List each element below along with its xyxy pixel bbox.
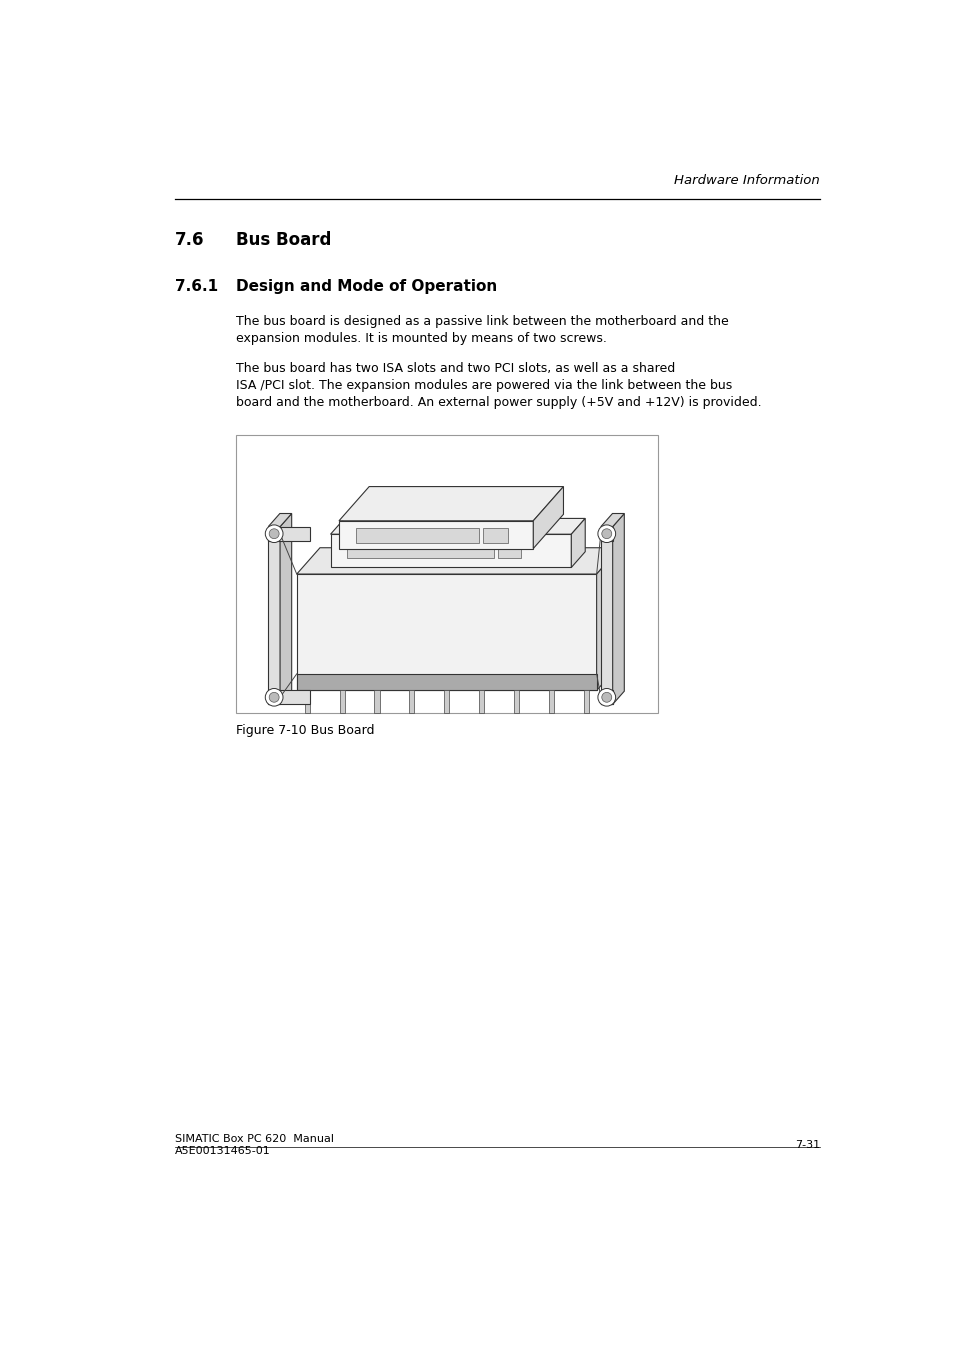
Circle shape — [269, 528, 279, 539]
Polygon shape — [571, 519, 584, 567]
Circle shape — [269, 692, 279, 703]
Polygon shape — [296, 547, 619, 574]
Polygon shape — [583, 690, 588, 713]
Circle shape — [601, 528, 611, 539]
Polygon shape — [444, 690, 449, 713]
Polygon shape — [330, 519, 584, 534]
Circle shape — [265, 689, 283, 707]
Polygon shape — [330, 534, 571, 567]
Polygon shape — [612, 513, 623, 704]
Polygon shape — [304, 690, 310, 713]
Text: SIMATIC Box PC 620  Manual: SIMATIC Box PC 620 Manual — [174, 1133, 334, 1144]
Polygon shape — [355, 528, 478, 543]
Polygon shape — [296, 674, 596, 690]
Text: 7-31: 7-31 — [794, 1140, 819, 1150]
Polygon shape — [600, 513, 623, 527]
Text: Bus Board: Bus Board — [235, 231, 331, 250]
Polygon shape — [338, 486, 563, 520]
Polygon shape — [548, 690, 553, 713]
Polygon shape — [533, 486, 563, 549]
Polygon shape — [600, 527, 612, 540]
Text: 7.6: 7.6 — [174, 231, 204, 250]
Text: A5E00131465-01: A5E00131465-01 — [174, 1146, 271, 1156]
Polygon shape — [478, 690, 483, 713]
Polygon shape — [280, 513, 292, 704]
Polygon shape — [600, 690, 612, 704]
Polygon shape — [347, 544, 494, 558]
Polygon shape — [268, 527, 280, 704]
Polygon shape — [375, 690, 379, 713]
Polygon shape — [338, 520, 533, 549]
Bar — [235, 435, 658, 713]
Polygon shape — [596, 547, 619, 690]
Polygon shape — [409, 690, 414, 713]
Text: Figure 7-10 Bus Board: Figure 7-10 Bus Board — [235, 724, 374, 738]
Polygon shape — [600, 527, 612, 704]
Circle shape — [598, 526, 615, 543]
Text: Hardware Information: Hardware Information — [674, 174, 819, 186]
Polygon shape — [268, 690, 310, 704]
Circle shape — [598, 689, 615, 707]
Circle shape — [265, 526, 283, 543]
Circle shape — [601, 692, 611, 703]
Polygon shape — [339, 690, 344, 713]
Polygon shape — [268, 513, 292, 527]
Text: The bus board is designed as a passive link between the motherboard and the
expa: The bus board is designed as a passive l… — [235, 315, 727, 345]
Text: 7.6.1: 7.6.1 — [174, 280, 218, 295]
Polygon shape — [498, 544, 520, 558]
Polygon shape — [296, 574, 596, 690]
Text: The bus board has two ISA slots and two PCI slots, as well as a shared
ISA /PCI : The bus board has two ISA slots and two … — [235, 362, 760, 409]
Polygon shape — [514, 690, 518, 713]
Polygon shape — [268, 527, 310, 540]
Text: Design and Mode of Operation: Design and Mode of Operation — [235, 280, 497, 295]
Polygon shape — [482, 528, 507, 543]
